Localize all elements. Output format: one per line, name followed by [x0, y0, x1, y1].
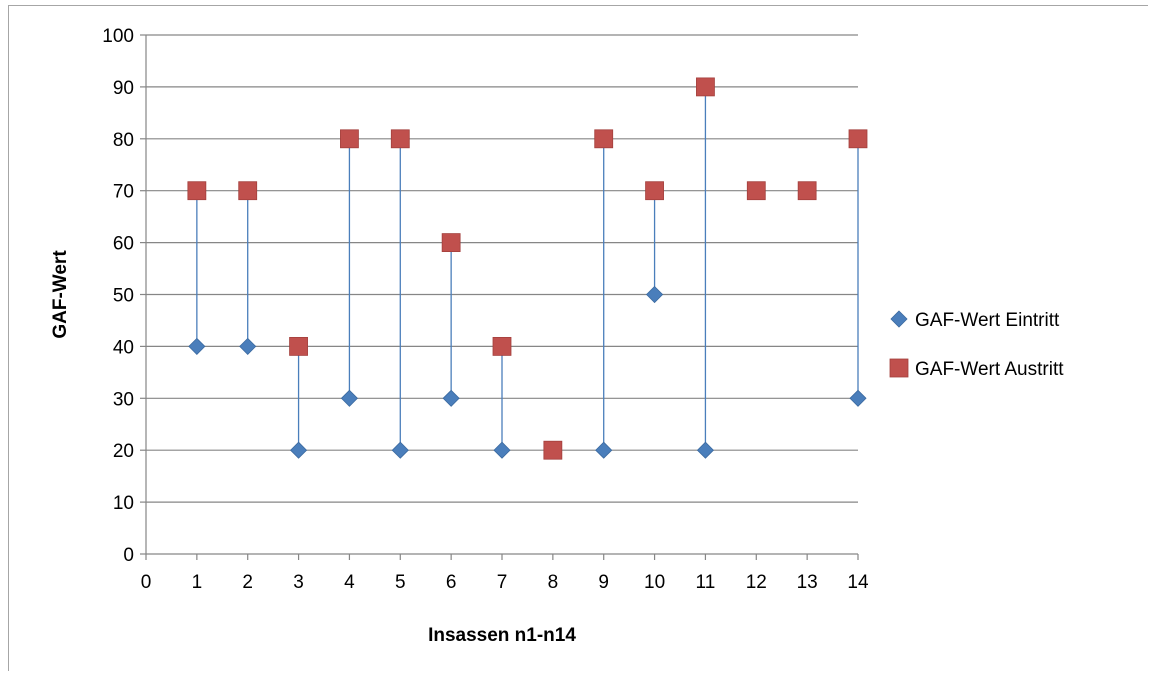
x-tick-label: 11 [696, 572, 716, 593]
eintritt-point [290, 441, 308, 459]
x-axis-title: Insassen n1-n14 [428, 625, 576, 646]
x-tick-label: 12 [746, 572, 767, 593]
austritt-point [645, 181, 664, 201]
eintritt-point [849, 389, 867, 407]
austritt-point [340, 129, 359, 149]
eintritt-point [646, 285, 664, 304]
eintritt-point [696, 441, 714, 459]
legend-square-marker [889, 358, 909, 378]
legend-label: GAF-Wert Austritt [915, 359, 1064, 380]
austritt-point [289, 336, 308, 356]
austritt-point [492, 336, 512, 356]
x-tick-label: 0 [141, 572, 152, 593]
austritt-point [390, 129, 410, 149]
eintritt-point [340, 389, 358, 407]
y-tick-label: 0 [123, 545, 134, 566]
axes [140, 34, 859, 560]
chart-area [8, 5, 1148, 671]
austritt-point [594, 129, 614, 149]
x-tick-label: 6 [446, 572, 457, 593]
austritt-point [746, 181, 766, 201]
data-markers [187, 77, 868, 460]
legend-diamond-marker [890, 310, 908, 328]
y-axis-title: GAF-Wert [50, 250, 71, 339]
y-tick-label: 10 [113, 493, 134, 514]
y-tick-label: 60 [113, 234, 134, 255]
x-tick-label: 3 [293, 572, 304, 593]
austritt-point [543, 440, 563, 460]
x-tick-label: 9 [598, 572, 609, 593]
x-tick-label: 14 [847, 572, 869, 593]
eintritt-point [239, 337, 257, 355]
legend-label: GAF-Wert Eintritt [915, 310, 1060, 331]
austritt-point [848, 129, 868, 149]
austritt-point [238, 181, 258, 201]
eintritt-point [442, 389, 460, 407]
x-tick-label: 1 [192, 572, 203, 593]
connector-lines [196, 86, 859, 451]
y-tick-label: 100 [102, 26, 134, 47]
y-tick-label: 40 [113, 337, 134, 358]
austritt-point [696, 77, 715, 97]
legend: GAF-Wert Eintritt GAF-Wert Austritt [889, 310, 1064, 380]
austritt-point [441, 233, 461, 253]
y-tick-label: 50 [113, 286, 134, 307]
eintritt-point [493, 441, 511, 459]
x-tick-label: 2 [242, 572, 253, 593]
x-tick-label: 10 [644, 572, 665, 593]
y-tick-label: 20 [113, 441, 134, 462]
eintritt-point [188, 337, 206, 355]
y-tick-label: 80 [113, 130, 134, 151]
eintritt-point [595, 441, 613, 459]
y-tick-label: 30 [113, 389, 134, 410]
x-tick-label: 13 [797, 572, 818, 593]
eintritt-point [391, 441, 409, 459]
y-tick-label: 90 [113, 78, 134, 99]
y-tick-label: 70 [113, 182, 134, 203]
x-tick-label: 7 [497, 572, 508, 593]
x-tick-label: 4 [344, 572, 355, 593]
x-tick-label: 5 [395, 572, 406, 593]
x-tick-label: 8 [548, 572, 559, 593]
austritt-point [797, 181, 817, 201]
austritt-point [187, 181, 207, 201]
